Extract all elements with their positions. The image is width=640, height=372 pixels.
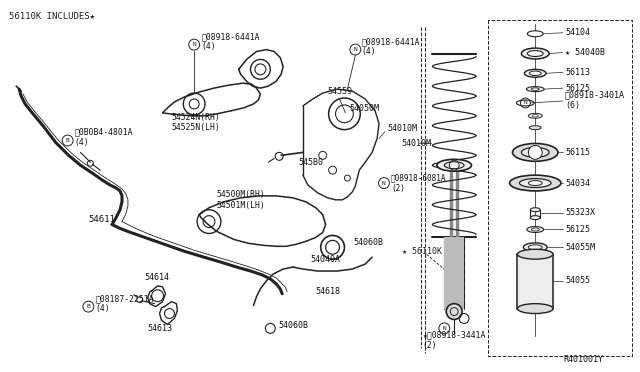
Circle shape [446, 304, 462, 320]
Ellipse shape [520, 179, 551, 187]
Ellipse shape [509, 175, 561, 191]
Ellipse shape [529, 71, 541, 76]
Ellipse shape [518, 249, 553, 259]
Ellipse shape [524, 69, 546, 77]
Circle shape [378, 177, 389, 189]
Text: ⓝ08918-3401A
(6): ⓝ08918-3401A (6) [565, 90, 625, 110]
Ellipse shape [531, 208, 540, 212]
Text: 56125: 56125 [565, 225, 590, 234]
Ellipse shape [522, 147, 549, 157]
Ellipse shape [527, 31, 543, 37]
Text: ★ 54040B: ★ 54040B [565, 48, 605, 57]
Text: ★ 56110K: ★ 56110K [402, 247, 442, 256]
Text: N: N [442, 326, 446, 331]
Circle shape [62, 135, 73, 146]
Text: 54010M: 54010M [387, 124, 417, 133]
Text: 54524N(RH)
54525N(LH): 54524N(RH) 54525N(LH) [172, 113, 220, 132]
Text: 545B0: 545B0 [298, 158, 323, 167]
Text: R401001Y: R401001Y [563, 356, 603, 365]
Ellipse shape [529, 126, 541, 130]
Ellipse shape [522, 48, 549, 59]
Circle shape [439, 323, 450, 334]
Ellipse shape [437, 159, 472, 171]
Text: 54010M: 54010M [402, 139, 432, 148]
Ellipse shape [529, 245, 542, 250]
Text: 54500M(RH)
54501M(LH): 54500M(RH) 54501M(LH) [217, 190, 266, 209]
Text: 56115: 56115 [565, 148, 590, 157]
Text: ⒴08187-2251A
(4): ⒴08187-2251A (4) [95, 294, 154, 313]
Text: 55323X: 55323X [565, 208, 595, 217]
Text: 54104: 54104 [565, 28, 590, 37]
Ellipse shape [518, 304, 553, 314]
Text: 54614: 54614 [145, 273, 170, 282]
Text: ★ⓝ08918-3441A
(2): ★ⓝ08918-3441A (2) [422, 331, 486, 350]
Text: B: B [86, 304, 90, 309]
Text: ⒴0B0B4-4801A
(4): ⒴0B0B4-4801A (4) [74, 128, 133, 147]
Text: N: N [382, 180, 386, 186]
Text: N: N [524, 100, 527, 105]
Circle shape [189, 39, 200, 50]
Ellipse shape [524, 243, 547, 252]
Text: 54050M: 54050M [349, 105, 380, 113]
Text: 54559: 54559 [328, 87, 353, 96]
Text: 54613: 54613 [148, 324, 173, 333]
Circle shape [83, 301, 94, 312]
Text: 56125: 56125 [565, 84, 590, 93]
Text: B: B [66, 138, 70, 143]
Ellipse shape [527, 51, 543, 57]
Circle shape [520, 98, 531, 108]
Ellipse shape [532, 115, 538, 117]
Text: ⓝ08918-6441A
(4): ⓝ08918-6441A (4) [361, 37, 420, 56]
Text: 54034: 54034 [565, 179, 590, 187]
Text: 54060B: 54060B [353, 238, 383, 247]
Text: ⓝ08918-6081A
(2): ⓝ08918-6081A (2) [391, 173, 447, 193]
Ellipse shape [531, 228, 540, 231]
Ellipse shape [529, 113, 542, 118]
Ellipse shape [526, 87, 544, 92]
Text: N: N [353, 47, 357, 52]
Text: 56110K INCLUDES★: 56110K INCLUDES★ [10, 12, 95, 21]
Text: 54055: 54055 [565, 276, 590, 285]
Circle shape [350, 44, 361, 55]
Text: ⓝ08918-6441A
(4): ⓝ08918-6441A (4) [201, 32, 260, 51]
Text: 54055M: 54055M [565, 243, 595, 252]
Ellipse shape [513, 144, 558, 161]
Ellipse shape [527, 227, 543, 232]
Ellipse shape [531, 88, 540, 90]
Bar [518, 254, 553, 309]
Text: 56113: 56113 [565, 68, 590, 77]
Text: 54040A: 54040A [311, 255, 341, 264]
Text: 54060B: 54060B [278, 321, 308, 330]
Text: N: N [192, 42, 196, 47]
Text: 54618: 54618 [316, 287, 340, 296]
Bar [444, 237, 464, 309]
Ellipse shape [529, 180, 542, 186]
Text: 54611: 54611 [88, 215, 115, 224]
Ellipse shape [531, 216, 540, 219]
Circle shape [529, 145, 542, 159]
